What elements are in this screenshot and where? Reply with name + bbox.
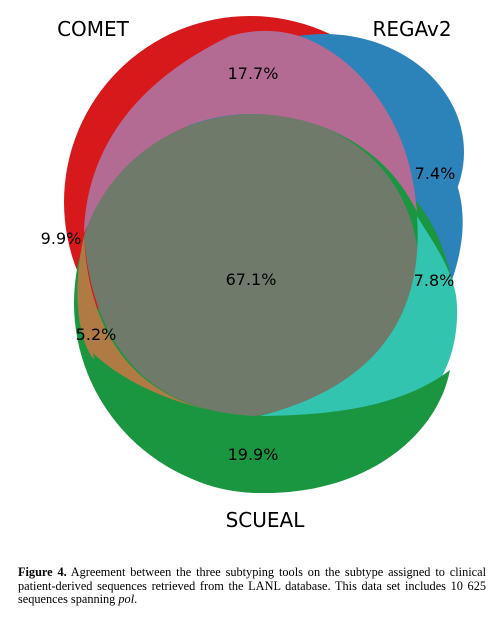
- set-label-scueal: SCUEAL: [226, 508, 306, 532]
- set-label-regav2: REGAv2: [372, 17, 451, 41]
- region-regav2-scueal: [260, 216, 458, 418]
- region-scueal-only: [93, 353, 450, 494]
- region-label-all-three: 67.1%: [226, 270, 277, 289]
- region-label-comet-scueal: 5.2%: [76, 325, 117, 344]
- caption-end: .: [134, 592, 138, 606]
- caption-text: Agreement between the three subtyping to…: [18, 565, 486, 606]
- region-label-regav2-scueal: 7.8%: [414, 271, 455, 290]
- region-comet-regav2: [84, 30, 417, 234]
- region-all-three: [84, 114, 418, 416]
- set-label-comet: COMET: [57, 17, 130, 41]
- region-label-regav2-only: 7.4%: [415, 164, 456, 183]
- caption-emphasis: pol: [118, 592, 135, 606]
- caption-label: Figure 4.: [18, 565, 67, 579]
- region-comet-scueal: [77, 236, 249, 416]
- region-label-comet-regav2: 17.7%: [228, 64, 279, 83]
- figure-caption: Figure 4. Agreement between the three sub…: [18, 565, 486, 607]
- region-label-comet-only: 9.9%: [41, 229, 82, 248]
- region-label-scueal-only: 19.9%: [228, 445, 279, 464]
- venn-diagram: COMET REGAv2 SCUEAL 17.7% 9.9% 7.4% 67.1…: [41, 16, 464, 532]
